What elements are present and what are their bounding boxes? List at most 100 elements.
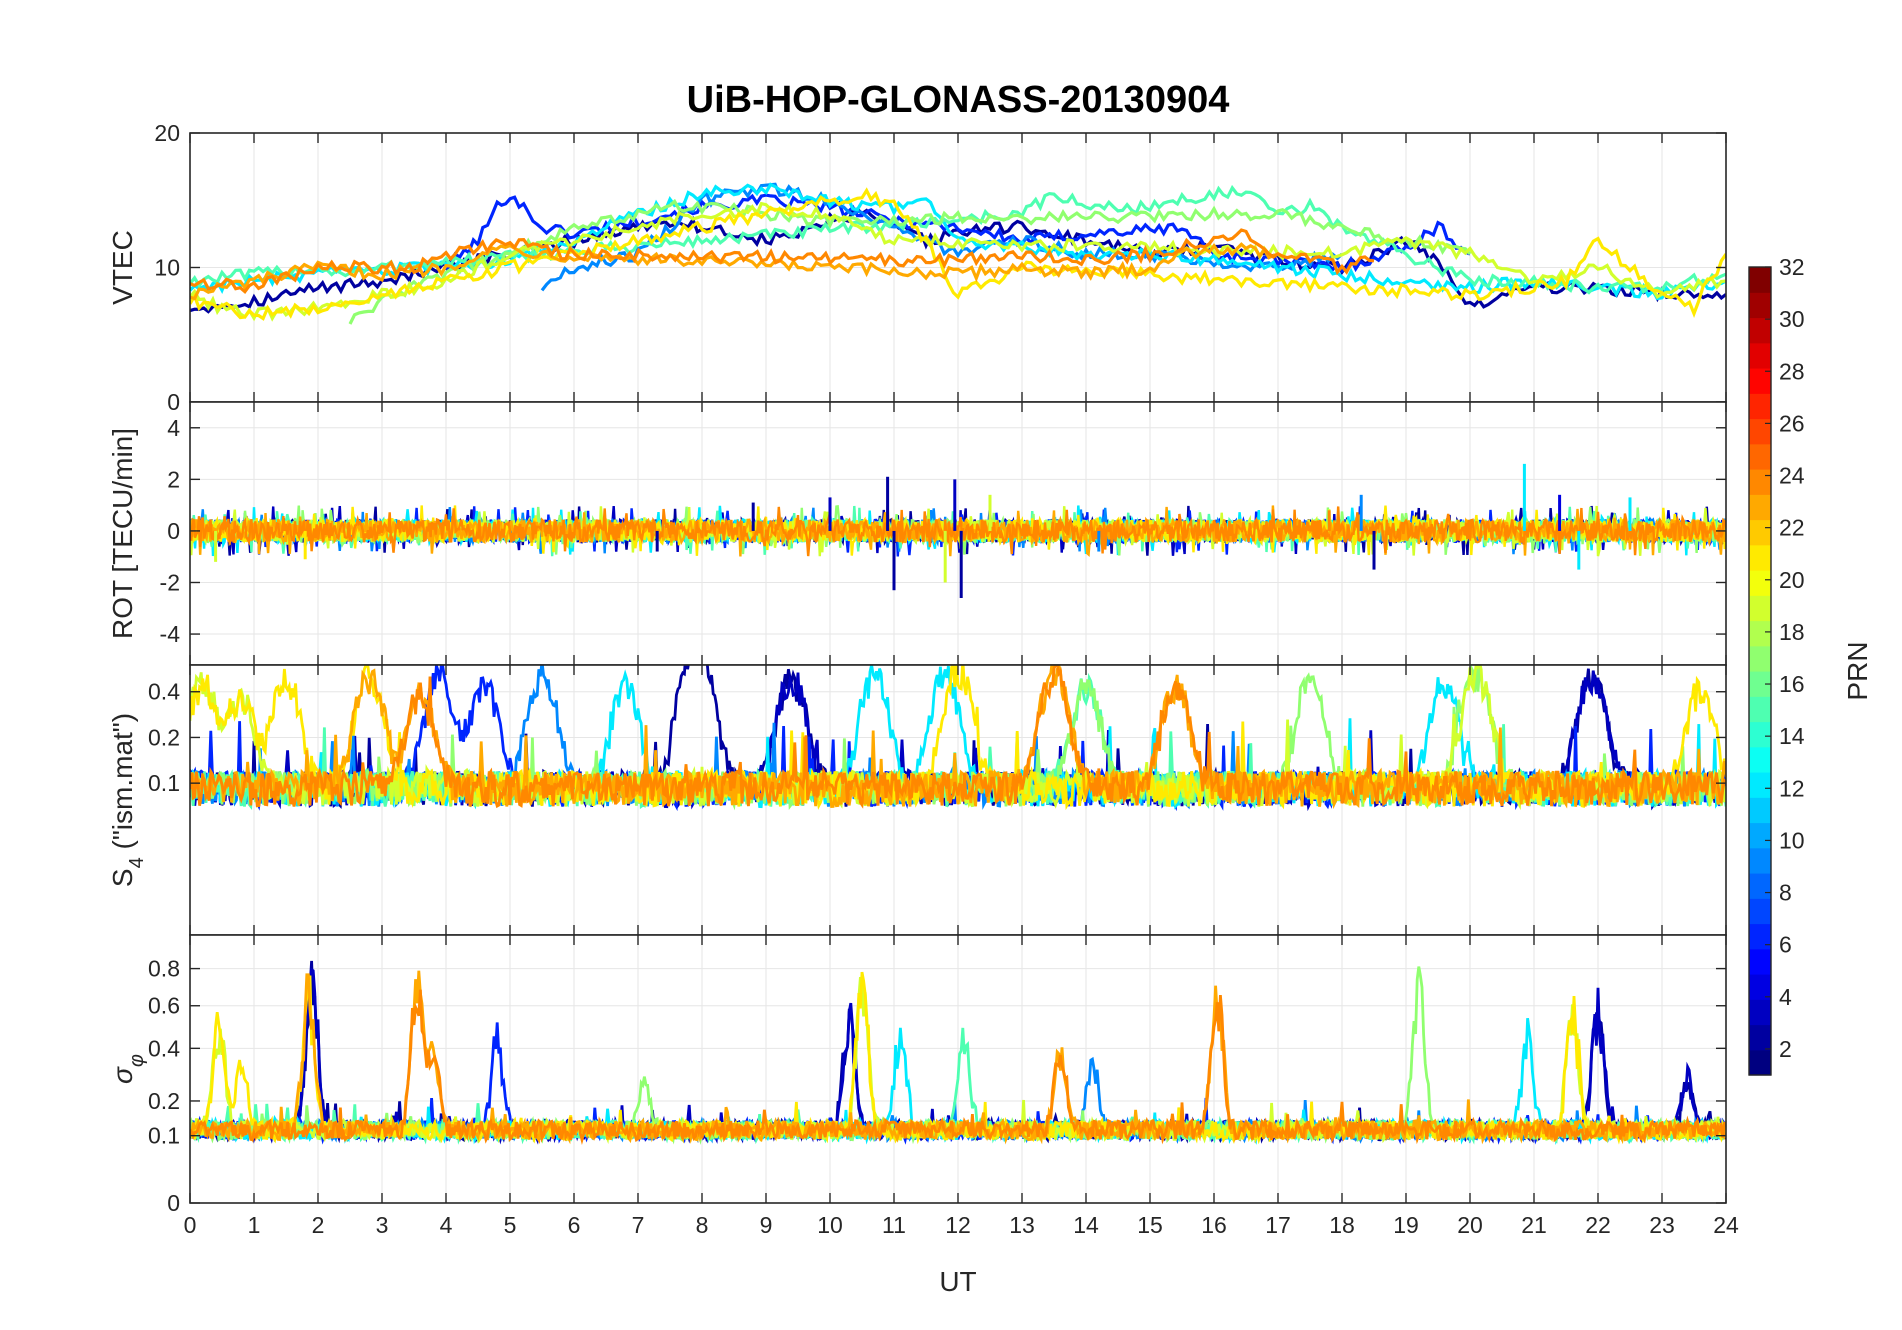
- colorbar-swatch: [1749, 746, 1771, 773]
- colorbar-label: PRN: [1842, 641, 1873, 700]
- colorbar-swatch: [1749, 519, 1771, 546]
- colorbar-swatch: [1749, 772, 1771, 798]
- colorbar-tick-label: 10: [1779, 827, 1805, 853]
- y-tick-label: 0.6: [148, 993, 180, 1019]
- x-tick-label: 15: [1137, 1212, 1163, 1238]
- x-tick-label: 1: [248, 1212, 261, 1238]
- series-line-prn-23: [190, 970, 1726, 1145]
- y-tick-label: 2: [167, 466, 180, 492]
- colorbar-swatch: [1749, 469, 1771, 495]
- y-tick-label: 0.4: [148, 679, 180, 705]
- x-tick-label: 14: [1073, 1212, 1099, 1238]
- colorbar-tick-label: 20: [1779, 567, 1805, 593]
- series-line-prn-12: [190, 182, 1726, 301]
- colorbar-swatch: [1749, 898, 1771, 925]
- x-tick-label: 12: [945, 1212, 971, 1238]
- panel-sigma_phi: 00.10.20.40.60.80 1 2 3 4 5 6 7 8 9 10 11 12 13 14 15 16…: [107, 934, 1739, 1238]
- x-tick-label: 4: [440, 1212, 453, 1238]
- colorbar-swatch: [1749, 847, 1771, 874]
- series-line-prn-15: [190, 184, 1726, 295]
- chart-title: UiB-HOP-GLONASS-20130904: [687, 79, 1230, 121]
- y-tick-label: 0: [167, 389, 180, 415]
- x-tick-label: 18: [1329, 1212, 1355, 1238]
- y-tick-label: 4: [167, 415, 180, 441]
- colorbar-swatch: [1749, 368, 1771, 394]
- y-tick-label: 0.2: [148, 1088, 180, 1114]
- colorbar-swatch: [1749, 494, 1771, 521]
- x-tick-label: 21: [1521, 1212, 1547, 1238]
- colorbar-swatch: [1749, 645, 1771, 672]
- x-tick-label: 11: [882, 1212, 906, 1238]
- colorbar-tick-label: 2: [1779, 1036, 1792, 1062]
- x-tick-label: 23: [1649, 1212, 1675, 1238]
- y-axis-label-sigma_phi: σφ: [107, 1054, 148, 1084]
- colorbar-swatch: [1749, 1024, 1771, 1051]
- panel-s4: 0.1 0.2 0.4S4 ("ism.mat"): [107, 664, 1727, 936]
- colorbar-swatch: [1749, 948, 1771, 975]
- x-tick-label: 20: [1457, 1212, 1483, 1238]
- series-line-prn-24: [190, 665, 1726, 809]
- colorbar-swatch: [1749, 317, 1771, 344]
- series-line-prn-21: [190, 187, 1726, 321]
- x-tick-label: 0: [184, 1212, 197, 1238]
- colorbar-swatch: [1749, 721, 1771, 748]
- y-tick-label: 0.2: [148, 724, 180, 750]
- y-tick-label: 20: [154, 120, 180, 146]
- x-tick-label: 6: [568, 1212, 581, 1238]
- colorbar-swatch: [1749, 570, 1771, 596]
- y-tick-label: -4: [160, 621, 181, 647]
- y-tick-label: 0.4: [148, 1035, 180, 1061]
- colorbar-tick-label: 30: [1779, 306, 1805, 332]
- colorbar-swatch: [1749, 822, 1771, 849]
- x-axis-label: UT: [939, 1266, 976, 1297]
- data-rot: [190, 463, 1726, 598]
- x-tick-label: 8: [696, 1212, 709, 1238]
- x-tick-label: 13: [1009, 1212, 1035, 1238]
- x-tick-label: 2: [312, 1212, 325, 1238]
- colorbar-tick-label: 24: [1779, 463, 1805, 489]
- y-axis-label-vtec: VTEC: [107, 230, 138, 305]
- colorbar-swatch: [1749, 595, 1771, 622]
- colorbar-swatch: [1749, 797, 1771, 824]
- colorbar-swatch: [1749, 873, 1771, 899]
- colorbar-swatch: [1749, 999, 1771, 1026]
- colorbar-tick-label: 12: [1779, 775, 1805, 801]
- colorbar-tick-label: 14: [1779, 723, 1805, 749]
- y-axis-label-rot: ROT [TECU/min]: [107, 428, 138, 639]
- colorbar-tick-label: 16: [1779, 671, 1805, 697]
- x-tick-label: 3: [376, 1212, 389, 1238]
- data-sigma_phi: [190, 960, 1726, 1145]
- colorbar-swatch: [1749, 443, 1771, 470]
- y-tick-label: 10: [154, 255, 180, 281]
- colorbar-swatch: [1749, 974, 1771, 1000]
- colorbar-swatch: [1749, 267, 1771, 293]
- colorbar-swatch: [1749, 923, 1771, 950]
- colorbar-swatch: [1749, 292, 1771, 319]
- series-line-prn-24: [190, 228, 1375, 295]
- colorbar-tick-label: 26: [1779, 410, 1805, 436]
- y-tick-label: 0.1: [148, 770, 180, 796]
- x-tick-label: 19: [1393, 1212, 1419, 1238]
- x-tick-label: 7: [632, 1212, 645, 1238]
- colorbar-swatch: [1749, 544, 1771, 571]
- colorbar-tick-label: 22: [1779, 515, 1805, 541]
- panel-rot: -4 -2 0 2 4 ROT [TECU/min]: [107, 401, 1727, 666]
- panel-vtec: 0 10 20 VTEC: [107, 120, 1727, 415]
- y-tick-label: 0.8: [148, 956, 180, 982]
- y-tick-label: -2: [160, 569, 180, 595]
- y-tick-label: 0: [167, 1190, 180, 1216]
- x-tick-label: 10: [817, 1212, 843, 1238]
- y-tick-label: 0.1: [148, 1123, 180, 1149]
- x-tick-label: 17: [1265, 1212, 1291, 1238]
- colorbar-swatch: [1749, 696, 1771, 723]
- colorbar-tick-label: 6: [1779, 932, 1792, 958]
- colorbar-tick-label: 32: [1779, 254, 1805, 280]
- series-line-prn-9: [540, 182, 1344, 292]
- colorbar-swatch: [1749, 342, 1771, 369]
- series-line-prn-12: [190, 665, 1726, 810]
- y-tick-label: 0: [167, 518, 180, 544]
- colorbar-frame: [1748, 266, 1772, 1076]
- colorbar-swatch: [1749, 1049, 1771, 1076]
